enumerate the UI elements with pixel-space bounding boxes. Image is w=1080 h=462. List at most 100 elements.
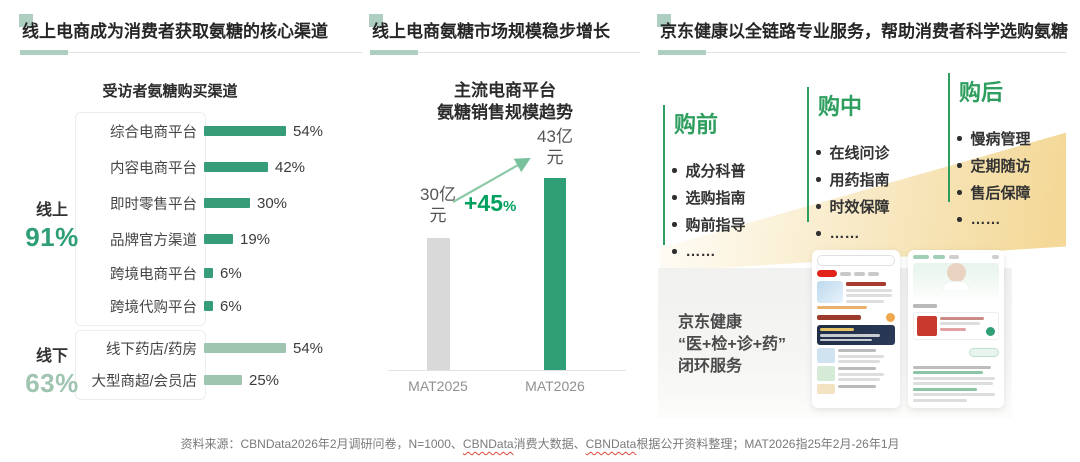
stage-item: 用药指南 (816, 166, 890, 193)
stage-title: 购前 (674, 112, 719, 137)
group-label-offline: 线下 63% (14, 342, 90, 399)
channel-row: 内容电商平台 42% (20, 157, 362, 177)
doctor-avatar-area (913, 263, 999, 301)
footer-text: 消费大数据、 (513, 437, 586, 451)
stage-column-购中: 购中在线问诊用药指南时效保障 …… (807, 87, 890, 247)
bullet-icon (957, 190, 962, 195)
bullet-icon (672, 195, 677, 200)
footer-text-wavy: CBNData (462, 437, 514, 451)
channel-label: 跨境电商平台 (110, 266, 197, 283)
doctor-avatar (946, 263, 966, 282)
bar-mat2025 (427, 238, 450, 370)
chart-title-line1: 主流电商平台 (454, 81, 556, 100)
stage-item: 时效保障 (816, 193, 890, 220)
stage-item-text: 售后保障 (970, 185, 1031, 202)
app-list-item (817, 348, 895, 363)
group-name: 线上 (35, 202, 68, 219)
stage-item: …… (957, 206, 1031, 233)
footer-source: 资料来源：CBNData2026年2月调研问卷，N=1000、CBNData消费… (0, 435, 1080, 452)
channel-row: 品牌官方渠道 19% (20, 229, 362, 249)
channel-label: 综合电商平台 (110, 124, 197, 141)
stage-item: 购前指导 (672, 211, 746, 238)
panel-market-growth: 线上电商氨糖市场规模稳步增长 主流电商平台 氨糖销售规模趋势 30亿 元 43亿… (369, 14, 640, 420)
x-axis-line (388, 370, 626, 371)
bullet-icon (816, 177, 821, 182)
app-tab-row (817, 270, 895, 277)
panel-title-text: 线上电商成为消费者获取氨糖的核心渠道 (22, 22, 328, 41)
panel-title-left: 线上电商成为消费者获取氨糖的核心渠道 (19, 14, 362, 43)
channel-bar (204, 234, 233, 244)
stage-item-text: 选购指南 (685, 190, 746, 207)
stage-item-text: 时效保障 (829, 199, 890, 216)
title-rule (658, 50, 1066, 55)
product-image (917, 315, 937, 336)
doctor-name-line (913, 304, 937, 308)
channel-bar (204, 301, 213, 311)
stage-item: 在线问诊 (816, 139, 890, 166)
channel-value: 54% (293, 339, 324, 357)
channel-row: 综合电商平台 54% (20, 121, 362, 141)
stage-accent-line (948, 73, 950, 202)
title-rule (20, 50, 362, 55)
channel-label: 即时零售平台 (110, 196, 197, 213)
consult-header (913, 255, 999, 259)
bullet-icon (957, 136, 962, 141)
x-axis-label-mat2025: MAT2025 (408, 378, 468, 394)
offline-group-box (75, 330, 206, 400)
chart-title-line2: 氨糖销售规模趋势 (437, 103, 573, 122)
footer-text: 根据公开资料整理；MAT2026指25年2月-26年1月 (636, 437, 900, 451)
stage-title: 购后 (959, 80, 1004, 105)
jd-app-screenshot-content (812, 250, 900, 408)
bar-value-mat2025: 30亿 元 (420, 185, 456, 225)
stage-item: 慢病管理 (957, 125, 1031, 152)
stage-accent-line (807, 87, 809, 222)
channel-value: 30% (257, 194, 288, 212)
group-share: 63% (25, 368, 79, 398)
footer-text: 资料来源：CBNData2026年2月调研问卷，N=1000、 (180, 437, 463, 451)
jd-consultation-screenshot (908, 250, 1004, 408)
channel-label: 内容电商平台 (110, 160, 197, 177)
stage-column-购后: 购后慢病管理定期随访售后保障 …… (948, 73, 1031, 233)
panel-title-middle: 线上电商氨糖市场规模稳步增长 (369, 14, 640, 43)
title-rule (370, 50, 640, 55)
stage-column-购前: 购前成分科普选购指南购前指导 …… (663, 105, 746, 265)
channel-label: 品牌官方渠道 (110, 232, 197, 249)
panel-jd-health-services: 京东健康以全链路专业服务，帮助消费者科学选购氨糖 购前成分科普选购指南购前指导 …… (657, 14, 1068, 420)
app-active-tab (817, 270, 837, 277)
channel-label: 跨境代购平台 (110, 299, 197, 316)
stage-item-text: 在线问诊 (829, 145, 890, 162)
stage-item: 选购指南 (672, 184, 746, 211)
stage-item-list: 慢病管理定期随访售后保障 …… (957, 125, 1031, 233)
stage-item-list: 成分科普选购指南购前指导 …… (672, 157, 746, 265)
middle-chart-title: 主流电商平台 氨糖销售规模趋势 (370, 80, 640, 124)
channel-label: 大型商超/会员店 (91, 373, 197, 390)
bullet-icon (957, 163, 962, 168)
stage-item-text: …… (970, 211, 1001, 228)
title-accent-square (657, 14, 671, 27)
stage-item-text: 定期随访 (970, 158, 1031, 175)
stage-item-text: …… (829, 225, 860, 242)
stage-item-text: …… (685, 243, 716, 260)
app-search-bar (817, 255, 895, 266)
growth-label: +45% (464, 190, 517, 216)
group-share: 91% (25, 222, 79, 252)
stage-item-list: 在线问诊用药指南时效保障 …… (816, 139, 890, 247)
channel-value: 54% (293, 122, 324, 140)
online-group-box (75, 112, 206, 326)
title-accent-square (369, 14, 383, 27)
panel-title-right: 京东健康以全链路专业服务，帮助消费者科学选购氨糖 (657, 14, 1068, 43)
channel-value: 19% (240, 230, 271, 248)
bullet-icon (816, 231, 821, 236)
stage-title: 购中 (818, 94, 863, 119)
channel-row: 即时零售平台 30% (20, 193, 362, 213)
channel-value: 42% (275, 158, 306, 176)
channel-bar (204, 126, 286, 136)
bullet-icon (816, 150, 821, 155)
channel-bar-chart: 线上 91% 线下 63% 综合电商平台 54% 内容电商平台 42% 即时零售平台 30… (20, 112, 362, 412)
channel-label: 线下药店/药房 (105, 341, 197, 358)
stage-item-text: 成分科普 (685, 163, 746, 180)
channel-row: 跨境代购平台 6% (20, 296, 362, 316)
app-list-item (817, 366, 895, 381)
stage-item: …… (816, 220, 890, 247)
buy-button (986, 326, 995, 336)
